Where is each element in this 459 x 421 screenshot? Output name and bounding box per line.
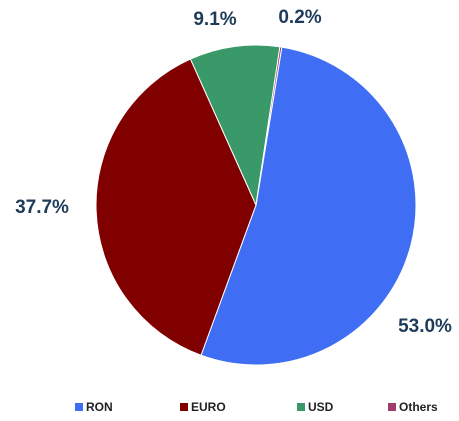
legend-label: EURO	[191, 400, 226, 414]
pie-slice	[189, 44, 281, 207]
data-label: 37.7%	[15, 197, 69, 218]
data-label: 9.1%	[193, 9, 236, 30]
pie-slice	[95, 58, 257, 356]
data-label: 0.2%	[278, 7, 321, 28]
legend-swatch	[388, 403, 396, 411]
legend-swatch	[75, 403, 83, 411]
pie-slice	[255, 46, 283, 206]
legend-label: USD	[308, 400, 334, 414]
legend-label: Others	[399, 400, 438, 414]
legend-swatch	[297, 403, 305, 411]
data-label: 53.0%	[398, 316, 452, 337]
legend-label: RON	[86, 400, 113, 414]
legend-swatch	[180, 403, 188, 411]
pie-slice	[200, 46, 417, 366]
